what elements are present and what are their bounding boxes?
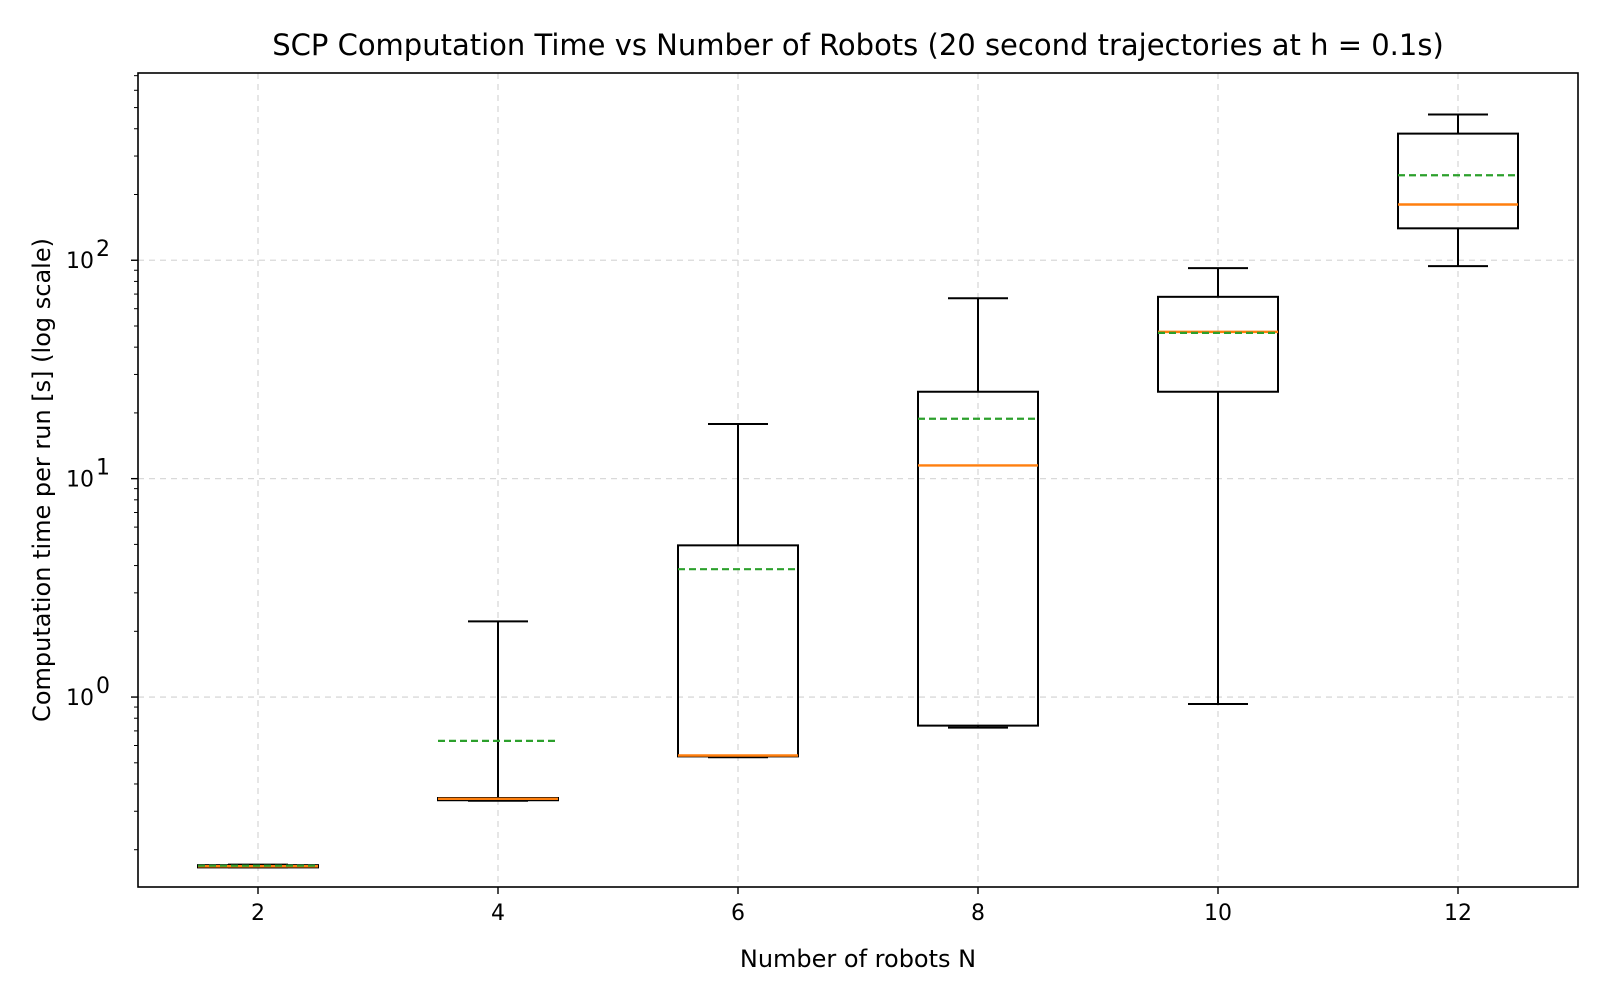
x-tick-label: 2 — [251, 901, 265, 926]
y-tick-label: 10 — [66, 468, 94, 493]
box-n-4 — [437, 620, 559, 802]
x-tick-label: 10 — [1204, 901, 1232, 926]
plot-area-frame — [137, 72, 1579, 888]
x-tick-label: 4 — [491, 901, 505, 926]
chart-title: SCP Computation Time vs Number of Robots… — [272, 28, 1444, 62]
x-axis-ticks: 2 4 6 8 10 12 — [251, 887, 1472, 926]
box-iqr — [917, 390, 1039, 727]
box-n-12 — [1397, 113, 1519, 268]
box-n-6 — [677, 422, 799, 759]
y-tick-base: 10 — [66, 249, 94, 274]
y-tick-exponent: 0 — [96, 674, 110, 699]
box-n-10 — [1157, 267, 1279, 705]
y-tick-base: 10 — [66, 468, 94, 493]
x-tick-label: 12 — [1444, 901, 1472, 926]
x-axis-title: Number of robots N — [740, 945, 976, 973]
box-iqr — [1397, 132, 1519, 230]
y-tick-label: 10 — [66, 686, 94, 711]
y-tick-exponent: 1 — [96, 456, 110, 481]
box-layer — [197, 113, 1519, 869]
box-n-8 — [917, 297, 1039, 729]
x-tick-label: 6 — [731, 901, 745, 926]
y-tick-label: 10 — [66, 249, 94, 274]
y-tick-base: 10 — [66, 686, 94, 711]
y-tick-exponent: 2 — [96, 237, 110, 262]
box-iqr — [1157, 295, 1279, 393]
x-tick-label: 8 — [971, 901, 985, 926]
y-axis-title: Computation time per run [s] (log scale) — [28, 238, 56, 722]
box-n-2 — [197, 863, 319, 869]
